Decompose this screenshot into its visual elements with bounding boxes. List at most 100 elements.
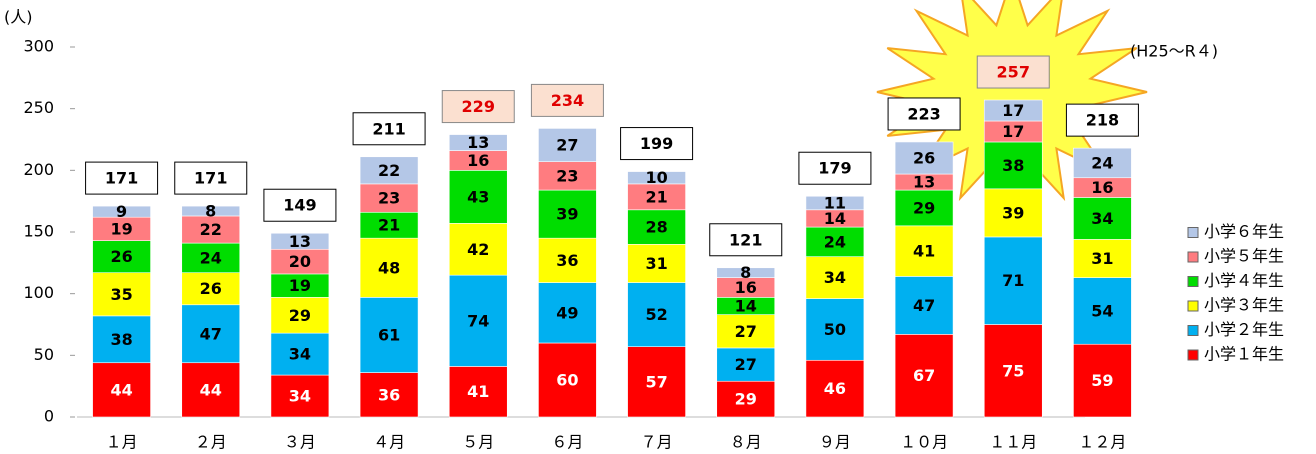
total-label: 218 xyxy=(1086,111,1119,130)
y-axis-label: (人) xyxy=(4,8,33,27)
segment-label: 16 xyxy=(1091,178,1113,197)
segment-label: 29 xyxy=(289,306,311,325)
total-label: 171 xyxy=(194,169,227,188)
x-tick-label: １２月 xyxy=(1078,433,1126,451)
segment-label: 36 xyxy=(378,385,400,404)
total-label: 121 xyxy=(729,230,762,249)
x-tick-label: ２月 xyxy=(195,433,227,451)
segment-label: 17 xyxy=(1002,101,1024,120)
segment-label: 24 xyxy=(1091,153,1113,172)
x-tick-label: ４月 xyxy=(373,433,405,451)
segment-label: 22 xyxy=(200,220,222,239)
segment-label: 14 xyxy=(735,297,757,316)
legend-label: 小学４年生 xyxy=(1204,271,1284,290)
x-tick-label: ５月 xyxy=(462,433,494,451)
segment-label: 47 xyxy=(913,296,935,315)
segment-label: 43 xyxy=(467,187,489,206)
segment-label: 27 xyxy=(556,136,578,155)
x-tick-label: ８月 xyxy=(730,433,762,451)
y-tick-label: 100 xyxy=(23,283,54,302)
segment-label: 26 xyxy=(200,279,222,298)
segment-label: 27 xyxy=(735,355,757,374)
segment-label: 19 xyxy=(110,219,132,238)
segment-label: 24 xyxy=(824,232,846,251)
segment-label: 11 xyxy=(824,194,846,213)
segment-label: 50 xyxy=(824,320,846,339)
segment-label: 31 xyxy=(645,254,667,273)
legend-label: 小学１年生 xyxy=(1204,345,1284,364)
segment-label: 71 xyxy=(1002,271,1024,290)
legend-swatch xyxy=(1188,301,1198,311)
segment-label: 54 xyxy=(1091,301,1113,320)
segment-label: 36 xyxy=(556,251,578,270)
total-label: 257 xyxy=(997,63,1030,82)
legend-label: 小学６年生 xyxy=(1204,222,1284,241)
segment-label: 34 xyxy=(289,387,311,406)
segment-label: 13 xyxy=(467,133,489,152)
total-label: 179 xyxy=(818,159,851,178)
segment-label: 38 xyxy=(1002,156,1024,175)
legend-label: 小学３年生 xyxy=(1204,296,1284,315)
y-tick-label: 50 xyxy=(34,345,54,364)
segment-label: 13 xyxy=(289,232,311,251)
segment-label: 60 xyxy=(556,371,578,390)
total-label: 171 xyxy=(105,169,138,188)
segment-label: 17 xyxy=(1002,122,1024,141)
segment-label: 26 xyxy=(110,247,132,266)
x-tick-label: ６月 xyxy=(551,433,583,451)
segment-label: 21 xyxy=(645,187,667,206)
x-tick-label: ７月 xyxy=(641,433,673,451)
legend-label: 小学５年生 xyxy=(1204,247,1284,266)
annotation: (H25～R４) xyxy=(1130,42,1218,61)
total-label: 223 xyxy=(907,104,940,123)
segment-label: 39 xyxy=(1002,203,1024,222)
segment-label: 74 xyxy=(467,311,489,330)
segment-label: 13 xyxy=(913,173,935,192)
segment-label: 38 xyxy=(110,330,132,349)
y-tick-label: 250 xyxy=(23,98,54,117)
segment-label: 52 xyxy=(645,305,667,324)
segment-label: 57 xyxy=(645,372,667,391)
segment-label: 10 xyxy=(645,168,667,187)
total-label: 149 xyxy=(283,196,316,215)
segment-label: 42 xyxy=(467,240,489,259)
segment-label: 29 xyxy=(913,198,935,217)
x-tick-label: ９月 xyxy=(819,433,851,451)
segment-label: 24 xyxy=(200,248,222,267)
segment-label: 41 xyxy=(913,242,935,261)
segment-label: 26 xyxy=(913,149,935,168)
segment-label: 34 xyxy=(1091,209,1113,228)
segment-label: 61 xyxy=(378,325,400,344)
y-tick-label: 300 xyxy=(23,37,54,56)
segment-label: 34 xyxy=(289,345,311,364)
segment-label: 49 xyxy=(556,303,578,322)
y-tick-label: 200 xyxy=(23,160,54,179)
total-label: 211 xyxy=(372,119,405,138)
segment-label: 28 xyxy=(645,218,667,237)
segment-label: 44 xyxy=(200,380,222,399)
x-tick-label: １１月 xyxy=(989,433,1037,451)
x-tick-label: ３月 xyxy=(284,433,316,451)
total-label: 199 xyxy=(640,134,673,153)
chart: (人) (H25～R４) 050100150200250300１月4438352… xyxy=(0,0,1316,450)
segment-label: 39 xyxy=(556,205,578,224)
segment-label: 8 xyxy=(740,263,751,282)
segment-label: 46 xyxy=(824,379,846,398)
y-tick-label: 150 xyxy=(23,222,54,241)
legend-swatch xyxy=(1188,326,1198,336)
segment-label: 29 xyxy=(735,390,757,409)
segment-label: 23 xyxy=(378,189,400,208)
segment-label: 34 xyxy=(824,268,846,287)
segment-label: 8 xyxy=(205,202,216,221)
total-label: 229 xyxy=(462,97,495,116)
segment-label: 27 xyxy=(735,322,757,341)
x-tick-label: １０月 xyxy=(900,433,948,451)
segment-label: 44 xyxy=(110,380,132,399)
segment-label: 19 xyxy=(289,276,311,295)
segment-label: 31 xyxy=(1091,249,1113,268)
segment-label: 75 xyxy=(1002,361,1024,380)
segment-label: 21 xyxy=(378,216,400,235)
y-tick-label: 0 xyxy=(44,407,54,426)
segment-label: 67 xyxy=(913,366,935,385)
segment-label: 47 xyxy=(200,324,222,343)
